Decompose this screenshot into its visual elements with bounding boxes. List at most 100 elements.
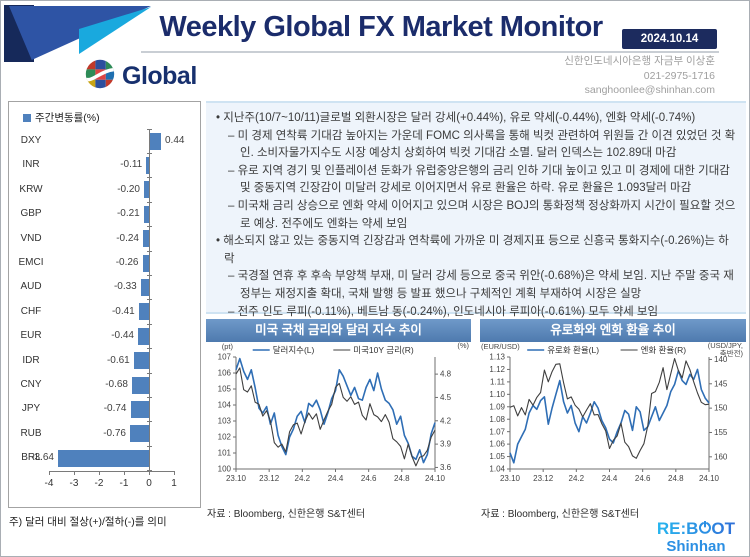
svg-text:24.10: 24.10 <box>699 474 720 483</box>
contact-author: 신한인도네시아은행 자금부 이상훈 <box>564 55 715 67</box>
bar-category-label: RUB <box>20 427 42 439</box>
bullet-marker: – <box>228 129 238 142</box>
reboot-wordmark: RE:B OT <box>657 520 735 538</box>
zero-axis-notch <box>147 177 152 179</box>
bar-value-label: -0.41 <box>111 305 135 317</box>
svg-text:1.13: 1.13 <box>489 353 505 362</box>
bar-rub <box>130 425 149 443</box>
zero-axis-notch <box>147 274 152 276</box>
zero-axis-notch <box>147 445 152 447</box>
bullet-marker: – <box>228 164 238 177</box>
bar-category-label: KRW <box>19 183 43 195</box>
brand-block: Global <box>85 59 197 94</box>
bar-category-label: EUR <box>20 330 42 342</box>
report-date-badge: 2024.10.14 <box>622 29 717 49</box>
bar-idr <box>133 352 149 370</box>
bar-category-label: AUD <box>20 281 42 293</box>
svg-text:23.12: 23.12 <box>533 474 554 483</box>
x-tick-mark <box>49 471 50 475</box>
svg-text:160: 160 <box>714 452 728 461</box>
bar-value-label: -0.76 <box>103 427 126 439</box>
svg-text:4.2: 4.2 <box>440 416 452 425</box>
bar-value-label: -0.21 <box>116 208 140 220</box>
svg-text:107: 107 <box>218 353 232 362</box>
svg-text:23.10: 23.10 <box>500 474 521 483</box>
svg-text:유로화 환율(L): 유로화 환율(L) <box>547 345 599 355</box>
bar-value-label: -0.61 <box>106 354 130 366</box>
svg-text:1.12: 1.12 <box>489 365 505 374</box>
bar-category-label: INR <box>22 159 40 171</box>
bar-cny <box>132 376 149 394</box>
bar-value-label: -0.20 <box>117 183 140 195</box>
svg-text:3.6: 3.6 <box>440 463 452 472</box>
reboot-text-pre: RE:B <box>656 519 699 538</box>
bar-value-label: -0.68 <box>105 379 128 390</box>
svg-text:24.4: 24.4 <box>328 474 344 483</box>
commentary-bullet-6: – 국경절 연휴 후 후속 부양책 부재, 미 달러 강세 등으로 중국 위안(… <box>214 268 738 303</box>
svg-text:145: 145 <box>714 379 728 388</box>
svg-text:(pt): (pt) <box>222 342 234 351</box>
commentary-bullet-5: • 해소되지 않고 있는 중동지역 긴장감과 연착륙에 가까운 미 경제지표 등… <box>214 233 738 268</box>
bar-value-label: -0.26 <box>115 257 139 268</box>
svg-text:미국10Y 금리(R): 미국10Y 금리(R) <box>353 345 414 355</box>
x-tick-mark <box>74 471 75 475</box>
chart-title-dollar-ust: 미국 국채 금리와 달러 지수 추이 <box>206 319 471 342</box>
bar-inr <box>146 156 149 174</box>
contact-block: 신한인도네시아은행 자금부 이상훈 021-2975-1716 sanghoon… <box>564 54 715 98</box>
bar-row-cny: CNY -0.68 <box>9 373 198 397</box>
reboot-shinhan-logo: RE:B OT Shinhan <box>657 520 735 555</box>
bar-row-jpy: JPY -0.74 <box>9 397 198 421</box>
svg-text:4.5: 4.5 <box>440 393 452 402</box>
x-tick-label: 1 <box>171 478 177 489</box>
zero-axis-notch <box>147 470 152 472</box>
chart-title-eur-jpy: 유로화와 엔화 환율 추이 <box>480 319 746 342</box>
bar-row-idr: IDR -0.61 <box>9 349 198 373</box>
zero-axis-notch <box>147 421 152 423</box>
bar-row-gbp: GBP -0.21 <box>9 202 198 226</box>
globe-flags-icon <box>85 59 115 94</box>
bullet-text: 지난주(10/7~10/11)글로벌 외환시장은 달러 강세(+0.44%), … <box>223 112 696 124</box>
bullet-marker: – <box>228 305 238 318</box>
bar-category-label: EMCI <box>18 257 44 268</box>
chart-plot-eur-jpy: (EUR/USD) (USD/JPY, 축반전) 1.13 1.12 1.11 1.10 1.… <box>480 342 746 504</box>
bar-vnd <box>143 230 149 248</box>
bar-chart-footnote: 주) 달러 대비 절상(+)/절하(-)를 의미 <box>9 516 167 528</box>
bar-value-label: -0.44 <box>111 330 134 342</box>
weekly-change-legend: 주간변동률(%) <box>23 110 100 125</box>
svg-text:4.8: 4.8 <box>440 370 452 379</box>
bullet-marker: – <box>228 270 238 283</box>
bullet-text: 전주 인도 루피(-0.11%), 베트남 동(-0.24%), 인도네시아 루… <box>237 305 659 318</box>
chart-plot-dollar-ust: (pt) (%) 107 106 105 104 103 102 101 100 4.8 4.5 4.2… <box>206 342 471 504</box>
svg-text:104: 104 <box>218 401 232 410</box>
bar-category-label: VND <box>20 232 42 244</box>
svg-text:101: 101 <box>218 449 232 458</box>
power-button-icon <box>698 520 711 538</box>
zero-axis-notch <box>147 128 152 130</box>
svg-text:24.8: 24.8 <box>668 474 684 483</box>
bar-krw <box>144 181 149 199</box>
bar-value-label: -0.24 <box>116 232 139 244</box>
svg-text:150: 150 <box>714 404 728 413</box>
svg-text:엔화 환율(R): 엔화 환율(R) <box>641 345 687 355</box>
commentary-bullet-1: • 지난주(10/7~10/11)글로벌 외환시장은 달러 강세(+0.44%)… <box>214 110 738 128</box>
bar-dxy <box>150 132 161 150</box>
svg-text:155: 155 <box>714 428 728 437</box>
svg-text:103: 103 <box>218 417 232 426</box>
bullet-text: 해소되지 않고 있는 중동지역 긴장감과 연착륙에 가까운 미 경제지표 등으로… <box>223 235 729 265</box>
bar-emci <box>142 254 149 272</box>
bar-row-inr: INR -0.11 <box>9 153 198 177</box>
x-tick-mark <box>124 471 125 475</box>
svg-text:1.04: 1.04 <box>489 465 505 474</box>
svg-text:140: 140 <box>714 355 728 364</box>
brand-name: Global <box>122 62 197 90</box>
bullet-marker: – <box>228 199 238 212</box>
bar-gbp <box>143 205 149 223</box>
svg-text:24.6: 24.6 <box>635 474 651 483</box>
zero-axis-notch <box>147 299 152 301</box>
bullet-marker: • <box>216 112 224 124</box>
svg-text:24.2: 24.2 <box>569 474 585 483</box>
x-tick-label: 0 <box>146 478 152 489</box>
bar-row-aud: AUD -0.33 <box>9 275 198 299</box>
svg-text:1.07: 1.07 <box>489 427 505 436</box>
reboot-text-post: OT <box>711 519 735 538</box>
